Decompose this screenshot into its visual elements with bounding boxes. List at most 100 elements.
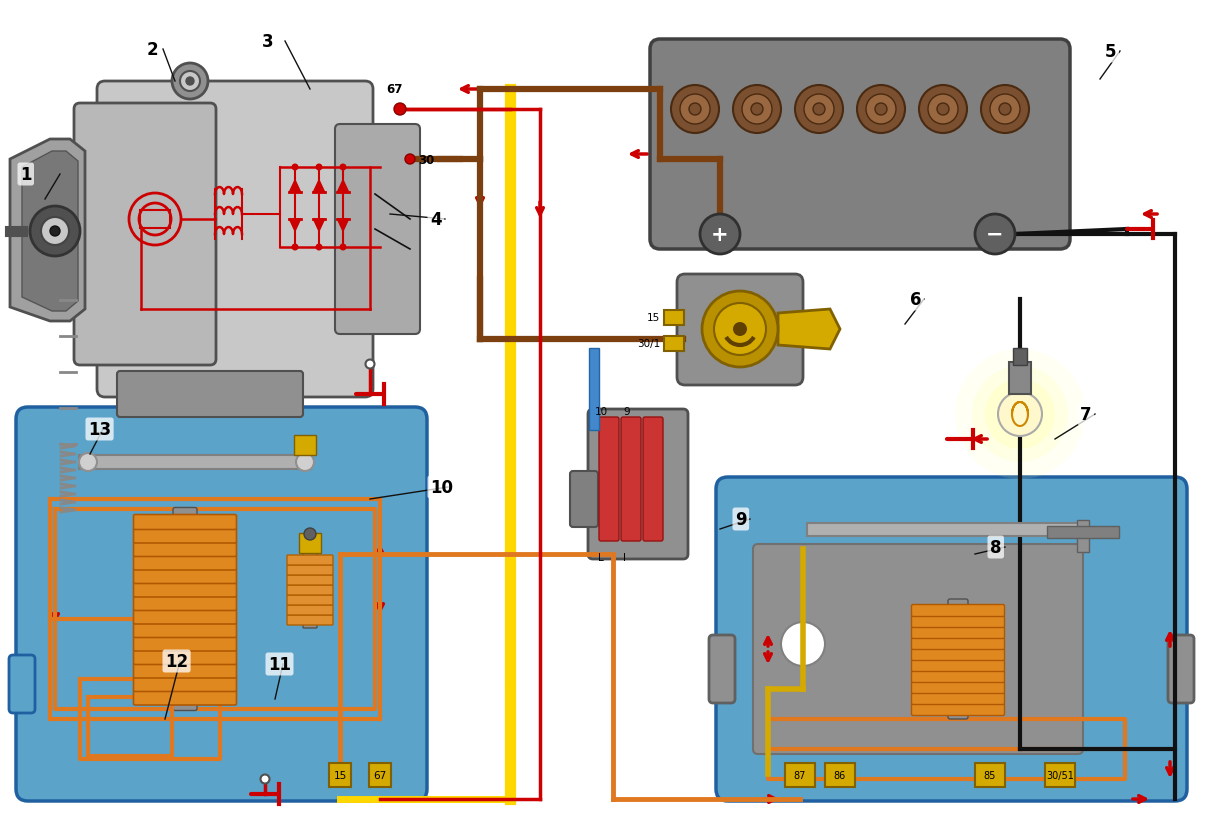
FancyBboxPatch shape: [677, 274, 803, 386]
Circle shape: [742, 95, 772, 124]
FancyBboxPatch shape: [911, 681, 1005, 694]
Circle shape: [296, 454, 314, 472]
Text: I: I: [624, 552, 626, 563]
FancyBboxPatch shape: [784, 763, 815, 787]
FancyBboxPatch shape: [134, 582, 236, 597]
Text: 12: 12: [164, 652, 188, 670]
FancyBboxPatch shape: [173, 508, 197, 711]
Circle shape: [50, 227, 60, 237]
Text: 10: 10: [596, 406, 608, 417]
FancyBboxPatch shape: [134, 595, 236, 611]
FancyBboxPatch shape: [911, 693, 1005, 704]
Polygon shape: [778, 310, 840, 350]
Circle shape: [41, 218, 69, 246]
Polygon shape: [290, 219, 301, 232]
Circle shape: [186, 78, 194, 86]
FancyBboxPatch shape: [948, 600, 968, 719]
Circle shape: [972, 367, 1068, 463]
FancyBboxPatch shape: [911, 627, 1005, 639]
FancyBboxPatch shape: [590, 349, 599, 431]
FancyBboxPatch shape: [1047, 527, 1119, 538]
Text: 8: 8: [990, 538, 1001, 556]
FancyBboxPatch shape: [709, 636, 734, 704]
FancyBboxPatch shape: [599, 418, 619, 541]
Text: +: +: [711, 224, 728, 245]
Text: 15: 15: [647, 313, 660, 323]
Text: L: L: [598, 552, 604, 563]
Text: 87: 87: [794, 770, 806, 780]
Circle shape: [920, 86, 967, 133]
Circle shape: [928, 95, 959, 124]
Text: 11: 11: [268, 655, 291, 673]
Text: 4: 4: [430, 210, 442, 229]
Circle shape: [340, 165, 346, 171]
Circle shape: [733, 323, 747, 337]
Text: 67: 67: [374, 770, 386, 780]
Circle shape: [985, 379, 1055, 450]
Circle shape: [866, 95, 896, 124]
FancyBboxPatch shape: [134, 690, 236, 705]
FancyBboxPatch shape: [287, 586, 333, 595]
FancyBboxPatch shape: [1009, 363, 1030, 395]
Circle shape: [980, 86, 1029, 133]
FancyBboxPatch shape: [1168, 636, 1194, 704]
Circle shape: [315, 244, 323, 251]
FancyBboxPatch shape: [16, 408, 428, 801]
Circle shape: [812, 104, 825, 115]
Circle shape: [406, 155, 415, 165]
FancyBboxPatch shape: [911, 604, 1005, 617]
Circle shape: [702, 292, 778, 368]
FancyBboxPatch shape: [74, 104, 216, 365]
FancyBboxPatch shape: [287, 605, 333, 615]
FancyBboxPatch shape: [9, 655, 35, 713]
Circle shape: [875, 104, 887, 115]
Circle shape: [30, 206, 80, 256]
FancyBboxPatch shape: [134, 649, 236, 665]
Text: 7: 7: [1080, 405, 1091, 423]
FancyBboxPatch shape: [134, 569, 236, 584]
Circle shape: [781, 622, 825, 666]
FancyBboxPatch shape: [287, 565, 333, 575]
Text: 30/1: 30/1: [637, 338, 660, 349]
FancyBboxPatch shape: [911, 671, 1005, 683]
FancyBboxPatch shape: [134, 528, 236, 543]
Text: 30/51: 30/51: [1046, 770, 1074, 780]
FancyBboxPatch shape: [134, 542, 236, 557]
FancyBboxPatch shape: [287, 555, 333, 565]
Circle shape: [315, 165, 323, 171]
Polygon shape: [337, 181, 348, 192]
Text: 86: 86: [834, 770, 847, 780]
Circle shape: [180, 72, 200, 92]
FancyBboxPatch shape: [753, 545, 1083, 754]
Circle shape: [700, 215, 741, 255]
FancyBboxPatch shape: [716, 477, 1188, 801]
FancyBboxPatch shape: [134, 515, 236, 530]
Circle shape: [689, 104, 702, 115]
FancyBboxPatch shape: [911, 616, 1005, 627]
Text: 5: 5: [1105, 43, 1117, 61]
FancyBboxPatch shape: [621, 418, 641, 541]
Circle shape: [999, 104, 1011, 115]
FancyBboxPatch shape: [1013, 349, 1027, 365]
FancyBboxPatch shape: [134, 636, 236, 651]
Text: 9: 9: [734, 510, 747, 528]
FancyBboxPatch shape: [298, 533, 322, 554]
Polygon shape: [337, 219, 348, 232]
Circle shape: [304, 528, 315, 541]
FancyBboxPatch shape: [664, 337, 685, 351]
Circle shape: [857, 86, 905, 133]
Circle shape: [714, 304, 766, 355]
Text: 2: 2: [147, 41, 158, 59]
FancyBboxPatch shape: [808, 523, 1089, 536]
Text: 1: 1: [19, 165, 32, 183]
Text: 67: 67: [386, 83, 402, 96]
Circle shape: [733, 86, 781, 133]
Circle shape: [974, 215, 1015, 255]
FancyBboxPatch shape: [570, 472, 598, 527]
Text: 6: 6: [910, 291, 922, 309]
FancyBboxPatch shape: [134, 555, 236, 570]
Circle shape: [291, 165, 298, 171]
Circle shape: [804, 95, 834, 124]
Text: 30: 30: [418, 153, 435, 166]
Text: 13: 13: [88, 420, 111, 438]
